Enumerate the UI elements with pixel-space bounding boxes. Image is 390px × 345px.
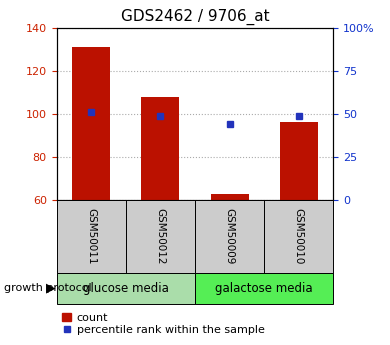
Title: GDS2462 / 9706_at: GDS2462 / 9706_at <box>121 9 269 25</box>
Bar <box>57 273 195 304</box>
Bar <box>141 97 179 329</box>
Text: GSM50009: GSM50009 <box>225 208 235 265</box>
Bar <box>280 122 318 329</box>
Bar <box>72 47 110 329</box>
Text: glucose media: glucose media <box>83 282 169 295</box>
Bar <box>57 200 126 273</box>
Text: GSM50012: GSM50012 <box>155 208 165 265</box>
Text: ▶: ▶ <box>46 282 56 295</box>
Bar <box>211 194 249 329</box>
Text: GSM50010: GSM50010 <box>294 208 304 265</box>
Text: galactose media: galactose media <box>215 282 313 295</box>
Bar <box>195 200 264 273</box>
Bar <box>195 273 333 304</box>
Bar <box>264 200 333 273</box>
Legend: count, percentile rank within the sample: count, percentile rank within the sample <box>62 313 264 335</box>
Text: GSM50011: GSM50011 <box>86 208 96 265</box>
Bar <box>126 200 195 273</box>
Text: growth protocol: growth protocol <box>4 283 92 293</box>
